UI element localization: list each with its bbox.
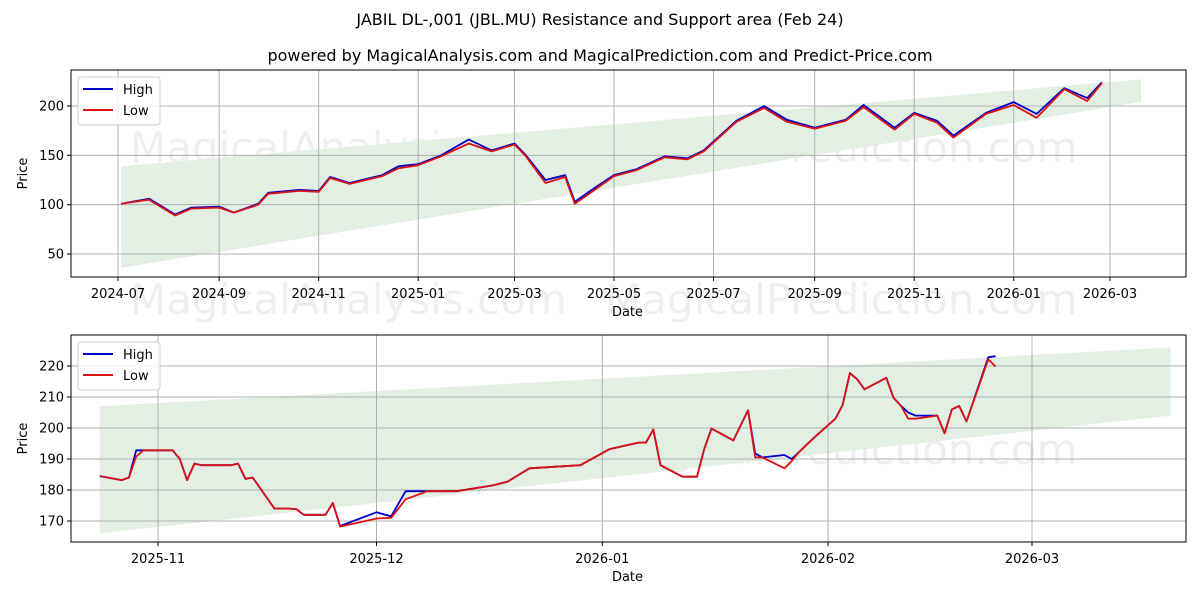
support-resistance-band [99,347,1171,534]
series-line-low [121,82,1103,217]
watermark-text: MagicalPrediction.com [605,275,1078,324]
series-line-low [99,358,997,528]
support-resistance-band [121,79,1141,268]
chart-panel-bottom: MagicalAnalysis.comMagicalPrediction.com… [16,334,1187,585]
x-tick-label: 2024-11 [292,287,346,302]
x-tick-label: 2025-11 [887,287,941,302]
x-tick-label: 2026-03 [1005,552,1059,567]
legend-label-high: High [123,348,153,363]
y-tick-label: 180 [39,484,64,499]
plot-frame [70,334,1187,543]
watermark-text: MagicalAnalysis.com [130,275,567,324]
x-axis-label: Date [612,305,643,320]
x-tick-label: 2025-03 [487,287,541,302]
x-tick-label: 2026-03 [1083,287,1137,302]
legend-label-low: Low [123,369,149,384]
x-tick-label: 2025-07 [686,287,740,302]
legend: High Low [77,76,161,126]
x-tick-label: 2024-09 [192,287,246,302]
x-tick-label: 2025-05 [587,287,641,302]
y-axis-label: Price [16,423,31,455]
chart-panel-top: MagicalAnalysis.com MagicalPrediction.com… [16,69,1187,324]
y-tick-label: 200 [39,100,64,115]
y-tick-label: 200 [39,422,64,437]
x-tick-label: 2026-01 [575,552,629,567]
y-tick-label: 220 [39,360,64,375]
legend-label-low: Low [123,104,149,119]
y-tick-label: 50 [47,248,64,263]
y-tick-label: 190 [39,453,64,468]
x-tick-label: 2025-12 [349,552,403,567]
y-tick-label: 210 [39,391,64,406]
x-tick-label: 2025-09 [788,287,842,302]
x-axis-label: Date [612,570,643,585]
chart-title: JABIL DL-,001 (JBL.MU) Resistance and Su… [356,10,844,29]
y-tick-label: 100 [39,198,64,213]
x-tick-label: 2026-02 [801,552,855,567]
y-axis-label: Price [16,158,31,190]
y-tick-label: 170 [39,515,64,530]
y-tick-label: 150 [39,149,64,164]
plot-frame [70,69,1187,278]
x-tick-label: 2025-01 [391,287,445,302]
x-tick-label: 2024-07 [91,287,145,302]
chart-subtitle: powered by MagicalAnalysis.com and Magic… [267,46,933,65]
x-tick-label: 2026-01 [987,287,1041,302]
legend: High Low [77,341,161,391]
x-tick-label: 2025-11 [131,552,185,567]
legend-label-high: High [123,83,153,98]
